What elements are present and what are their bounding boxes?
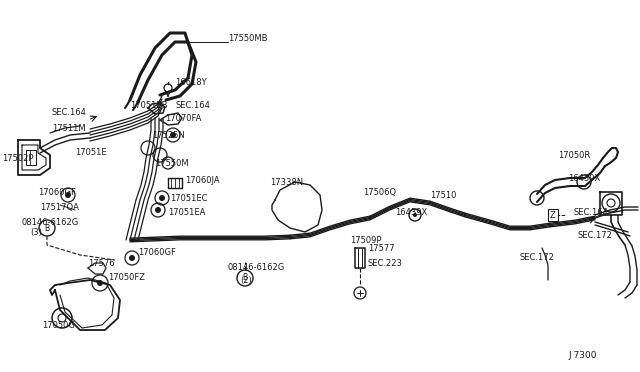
Text: 17576: 17576	[88, 259, 115, 267]
Text: 08146-6162G: 08146-6162G	[228, 263, 285, 273]
Text: SEC.164: SEC.164	[52, 108, 87, 116]
Circle shape	[129, 255, 135, 261]
Text: Z: Z	[550, 211, 556, 219]
Text: 17060JA: 17060JA	[185, 176, 220, 185]
Text: SEC.172: SEC.172	[578, 231, 613, 240]
Text: 17550M: 17550M	[155, 158, 189, 167]
Text: 17050FZ: 17050FZ	[108, 273, 145, 282]
Text: B: B	[44, 224, 49, 232]
Circle shape	[65, 192, 71, 198]
Text: SEC.172: SEC.172	[520, 253, 555, 263]
Circle shape	[159, 195, 165, 201]
Text: SEC.164: SEC.164	[573, 208, 608, 217]
Text: 17511M: 17511M	[52, 124, 86, 132]
Text: SEC.223: SEC.223	[368, 259, 403, 267]
Text: 17060GF: 17060GF	[138, 247, 176, 257]
Text: 17060GF: 17060GF	[38, 187, 76, 196]
Text: 08146-6162G: 08146-6162G	[22, 218, 79, 227]
Text: B: B	[243, 273, 248, 282]
Text: 16618Y: 16618Y	[175, 77, 207, 87]
Text: 17050R: 17050R	[558, 151, 590, 160]
Text: 17577: 17577	[368, 244, 395, 253]
Circle shape	[97, 280, 103, 286]
Text: (2): (2)	[240, 276, 252, 285]
Text: 16439X: 16439X	[568, 173, 600, 183]
Text: 17509P: 17509P	[350, 235, 381, 244]
Text: 17517QA: 17517QA	[40, 202, 79, 212]
Text: 17550MB: 17550MB	[228, 33, 268, 42]
Text: 17506Q: 17506Q	[363, 187, 396, 196]
Text: 17502P: 17502P	[2, 154, 33, 163]
Text: 17051EB: 17051EB	[130, 100, 168, 109]
Text: 16439X: 16439X	[395, 208, 428, 217]
Circle shape	[170, 132, 176, 138]
Text: 17051E: 17051E	[75, 148, 107, 157]
Text: 17525N: 17525N	[152, 131, 185, 140]
Text: 17070FA: 17070FA	[165, 113, 202, 122]
Text: SEC.164: SEC.164	[175, 100, 210, 109]
Text: 17338N: 17338N	[270, 177, 303, 186]
Text: 17050G: 17050G	[42, 321, 75, 330]
Circle shape	[413, 213, 417, 217]
Circle shape	[155, 207, 161, 213]
Text: J 7300: J 7300	[568, 350, 596, 359]
Text: 17051EA: 17051EA	[168, 208, 205, 217]
Text: 17051EC: 17051EC	[170, 193, 207, 202]
Text: 17510: 17510	[430, 190, 456, 199]
Text: (3): (3)	[30, 228, 42, 237]
